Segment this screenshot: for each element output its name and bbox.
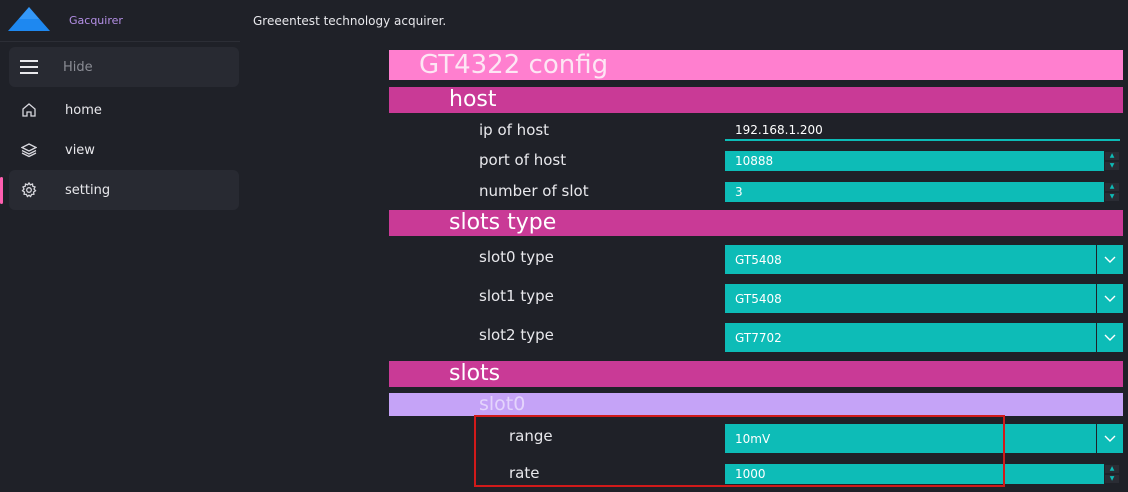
ip-input[interactable]: 192.168.1.200 — [725, 121, 1120, 141]
range-label: range — [509, 427, 553, 445]
sidebar-item-view[interactable]: view — [9, 130, 239, 170]
slot0-type-value: GT5408 — [735, 252, 782, 267]
slot2-type-value: GT7702 — [735, 330, 782, 345]
sidebar-toggle-hide[interactable]: Hide — [9, 47, 239, 87]
slot1-type-select[interactable]: GT5408 — [725, 284, 1123, 313]
slots-section-header[interactable]: slots — [389, 361, 1123, 387]
active-indicator — [0, 177, 3, 204]
page-title: Greeentest technology acquirer. — [253, 14, 447, 28]
slot0-subsection-header[interactable]: slot0 — [389, 393, 1123, 416]
brand: Gacquirer — [0, 0, 240, 42]
sidebar-item-label: home — [65, 102, 102, 118]
increment-icon[interactable]: ▲ — [1105, 183, 1119, 191]
hide-label: Hide — [63, 59, 93, 75]
ip-label: ip of host — [479, 121, 550, 139]
chevron-down-icon[interactable] — [1096, 323, 1123, 352]
rate-label: rate — [509, 464, 540, 482]
slots-type-section-header[interactable]: slots type — [389, 210, 1123, 236]
rate-stepper: ▲ ▼ — [1104, 464, 1120, 484]
range-select[interactable]: 10mV — [725, 424, 1123, 453]
sidebar-item-setting[interactable]: setting — [9, 170, 239, 210]
slot1-type-label: slot1 type — [479, 287, 554, 305]
chevron-down-icon[interactable] — [1096, 424, 1123, 453]
range-value: 10mV — [735, 431, 771, 446]
slot2-type-select[interactable]: GT7702 — [725, 323, 1123, 352]
sidebar-item-label: setting — [65, 182, 111, 198]
port-input[interactable]: 10888 ▲ ▼ — [725, 151, 1120, 171]
gear-icon — [20, 181, 38, 199]
sidebar: Gacquirer Hide home view — [0, 0, 240, 492]
port-stepper: ▲ ▼ — [1104, 151, 1120, 171]
slot-count-label: number of slot — [479, 182, 589, 200]
slot2-type-label: slot2 type — [479, 326, 554, 344]
slot0-type-label: slot0 type — [479, 248, 554, 266]
home-icon — [20, 101, 38, 119]
host-section-header[interactable]: host — [389, 87, 1123, 113]
chevron-down-icon[interactable] — [1096, 245, 1123, 274]
slot-count-value: 3 — [735, 185, 743, 199]
decrement-icon[interactable]: ▼ — [1105, 162, 1119, 170]
port-value: 10888 — [735, 154, 774, 168]
rate-input[interactable]: 1000 ▲ ▼ — [725, 464, 1120, 484]
decrement-icon[interactable]: ▼ — [1105, 475, 1119, 483]
app-name: Gacquirer — [69, 14, 123, 27]
menu-icon — [20, 58, 38, 76]
slot1-type-value: GT5408 — [735, 291, 782, 306]
port-label: port of host — [479, 151, 567, 169]
rate-value: 1000 — [735, 467, 766, 481]
layers-icon — [20, 141, 38, 159]
decrement-icon[interactable]: ▼ — [1105, 193, 1119, 201]
sidebar-item-home[interactable]: home — [9, 90, 239, 130]
slot-count-stepper: ▲ ▼ — [1104, 182, 1120, 202]
slot0-type-select[interactable]: GT5408 — [725, 245, 1123, 274]
ip-value: 192.168.1.200 — [735, 123, 823, 137]
config-title-bar[interactable]: GT4322 config — [389, 50, 1123, 80]
highlight-box — [474, 415, 1005, 487]
logo-icon — [8, 7, 50, 31]
increment-icon[interactable]: ▲ — [1105, 152, 1119, 160]
slot-count-input[interactable]: 3 ▲ ▼ — [725, 182, 1120, 202]
increment-icon[interactable]: ▲ — [1105, 465, 1119, 473]
sidebar-item-label: view — [65, 142, 95, 158]
chevron-down-icon[interactable] — [1096, 284, 1123, 313]
